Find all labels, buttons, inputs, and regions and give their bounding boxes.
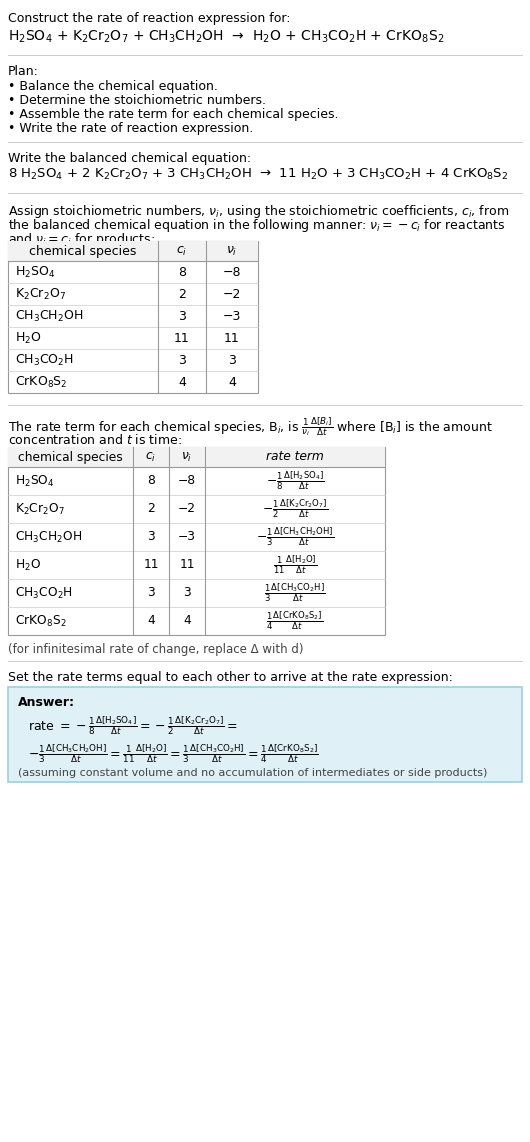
Text: • Balance the chemical equation.: • Balance the chemical equation. [8, 80, 218, 93]
Text: 3: 3 [147, 587, 155, 600]
Text: 11: 11 [174, 331, 190, 345]
Text: $\nu_i$: $\nu_i$ [226, 244, 237, 258]
Text: • Assemble the rate term for each chemical species.: • Assemble the rate term for each chemic… [8, 108, 339, 121]
Text: 8: 8 [178, 265, 186, 279]
Text: 2: 2 [147, 502, 155, 515]
Text: $-\frac{1}{8}\frac{\Delta[\mathrm{H_2SO_4}]}{\Delta t}$: $-\frac{1}{8}\frac{\Delta[\mathrm{H_2SO_… [266, 469, 324, 492]
Text: 4: 4 [178, 376, 186, 388]
Text: rate $= -\frac{1}{8}\frac{\Delta[\mathrm{H_2SO_4}]}{\Delta t} = -\frac{1}{2}\fra: rate $= -\frac{1}{8}\frac{\Delta[\mathrm… [28, 714, 238, 737]
Text: 3: 3 [178, 309, 186, 322]
Text: concentration and $t$ is time:: concentration and $t$ is time: [8, 433, 182, 447]
Text: $-\frac{1}{3}\frac{\Delta[\mathrm{CH_3CH_2OH}]}{\Delta t}$: $-\frac{1}{3}\frac{\Delta[\mathrm{CH_3CH… [256, 525, 334, 548]
Text: and $\nu_i = c_i$ for products:: and $\nu_i = c_i$ for products: [8, 231, 155, 248]
Text: CH$_3$CO$_2$H: CH$_3$CO$_2$H [15, 586, 73, 601]
Text: 11: 11 [179, 558, 195, 571]
Text: 2: 2 [178, 288, 186, 300]
Text: $c_i$: $c_i$ [145, 450, 156, 464]
Text: chemical species: chemical species [18, 450, 123, 464]
Text: Set the rate terms equal to each other to arrive at the rate expression:: Set the rate terms equal to each other t… [8, 671, 453, 684]
Text: The rate term for each chemical species, B$_i$, is $\frac{1}{\nu_i}\frac{\Delta[: The rate term for each chemical species,… [8, 415, 493, 437]
Text: 4: 4 [228, 376, 236, 388]
Text: −3: −3 [223, 309, 241, 322]
Text: 8 H$_2$SO$_4$ + 2 K$_2$Cr$_2$O$_7$ + 3 CH$_3$CH$_2$OH  →  11 H$_2$O + 3 CH$_3$CO: 8 H$_2$SO$_4$ + 2 K$_2$Cr$_2$O$_7$ + 3 C… [8, 167, 508, 182]
Text: CrKO$_8$S$_2$: CrKO$_8$S$_2$ [15, 375, 68, 389]
Text: H$_2$SO$_4$: H$_2$SO$_4$ [15, 265, 55, 280]
Text: 3: 3 [178, 354, 186, 367]
Text: 4: 4 [147, 614, 155, 627]
Text: 4: 4 [183, 614, 191, 627]
Bar [8, 241, 258, 262]
Text: $\frac{1}{4}\frac{\Delta[\mathrm{CrKO_8S_2}]}{\Delta t}$: $\frac{1}{4}\frac{\Delta[\mathrm{CrKO_8S… [267, 610, 324, 633]
Text: −8: −8 [178, 474, 196, 488]
Text: (for infinitesimal rate of change, replace Δ with d): (for infinitesimal rate of change, repla… [8, 643, 304, 656]
Text: H$_2$SO$_4$ + K$_2$Cr$_2$O$_7$ + CH$_3$CH$_2$OH  →  H$_2$O + CH$_3$CO$_2$H + CrK: H$_2$SO$_4$ + K$_2$Cr$_2$O$_7$ + CH$_3$C… [8, 29, 444, 46]
Text: • Determine the stoichiometric numbers.: • Determine the stoichiometric numbers. [8, 94, 266, 107]
Text: rate term: rate term [266, 450, 324, 464]
Bar [8, 447, 385, 467]
Text: 3: 3 [228, 354, 236, 367]
Text: $c_i$: $c_i$ [176, 244, 188, 258]
Text: CH$_3$CH$_2$OH: CH$_3$CH$_2$OH [15, 308, 83, 323]
Text: CH$_3$CH$_2$OH: CH$_3$CH$_2$OH [15, 530, 82, 545]
Text: K$_2$Cr$_2$O$_7$: K$_2$Cr$_2$O$_7$ [15, 501, 65, 516]
Text: 3: 3 [183, 587, 191, 600]
Text: K$_2$Cr$_2$O$_7$: K$_2$Cr$_2$O$_7$ [15, 287, 66, 301]
Text: $\nu_i$: $\nu_i$ [181, 450, 192, 464]
Text: $\frac{1}{3}\frac{\Delta[\mathrm{CH_3CO_2H}]}{\Delta t}$: $\frac{1}{3}\frac{\Delta[\mathrm{CH_3CO_… [264, 581, 326, 604]
Bar [8, 241, 258, 393]
Text: (assuming constant volume and no accumulation of intermediates or side products): (assuming constant volume and no accumul… [18, 769, 488, 778]
Text: −8: −8 [223, 265, 241, 279]
Text: chemical species: chemical species [29, 244, 137, 257]
Text: CH$_3$CO$_2$H: CH$_3$CO$_2$H [15, 353, 74, 368]
Text: the balanced chemical equation in the following manner: $\nu_i = -c_i$ for react: the balanced chemical equation in the fo… [8, 217, 506, 234]
Text: H$_2$O: H$_2$O [15, 557, 41, 572]
Text: • Write the rate of reaction expression.: • Write the rate of reaction expression. [8, 122, 253, 135]
Text: Answer:: Answer: [18, 695, 75, 709]
Text: $-\frac{1}{3}\frac{\Delta[\mathrm{CH_3CH_2OH}]}{\Delta t} = \frac{1}{11}\frac{\D: $-\frac{1}{3}\frac{\Delta[\mathrm{CH_3CH… [28, 742, 319, 765]
Bar [8, 447, 385, 635]
Text: 3: 3 [147, 531, 155, 544]
Text: H$_2$O: H$_2$O [15, 330, 41, 346]
Text: Plan:: Plan: [8, 65, 39, 78]
Text: 11: 11 [143, 558, 159, 571]
Text: CrKO$_8$S$_2$: CrKO$_8$S$_2$ [15, 613, 67, 628]
Text: 8: 8 [147, 474, 155, 488]
Text: H$_2$SO$_4$: H$_2$SO$_4$ [15, 474, 55, 489]
Text: −3: −3 [178, 531, 196, 544]
Text: $-\frac{1}{2}\frac{\Delta[\mathrm{K_2Cr_2O_7}]}{\Delta t}$: $-\frac{1}{2}\frac{\Delta[\mathrm{K_2Cr_… [262, 498, 328, 521]
Text: Write the balanced chemical equation:: Write the balanced chemical equation: [8, 152, 251, 164]
Text: $\frac{1}{11}\frac{\Delta[\mathrm{H_2O}]}{\Delta t}$: $\frac{1}{11}\frac{\Delta[\mathrm{H_2O}]… [273, 554, 317, 577]
Text: −2: −2 [223, 288, 241, 300]
Text: Assign stoichiometric numbers, $\nu_i$, using the stoichiometric coefficients, $: Assign stoichiometric numbers, $\nu_i$, … [8, 203, 509, 220]
Bar [8, 687, 522, 782]
Text: −2: −2 [178, 502, 196, 515]
Text: Construct the rate of reaction expression for:: Construct the rate of reaction expressio… [8, 13, 290, 25]
Text: 11: 11 [224, 331, 240, 345]
